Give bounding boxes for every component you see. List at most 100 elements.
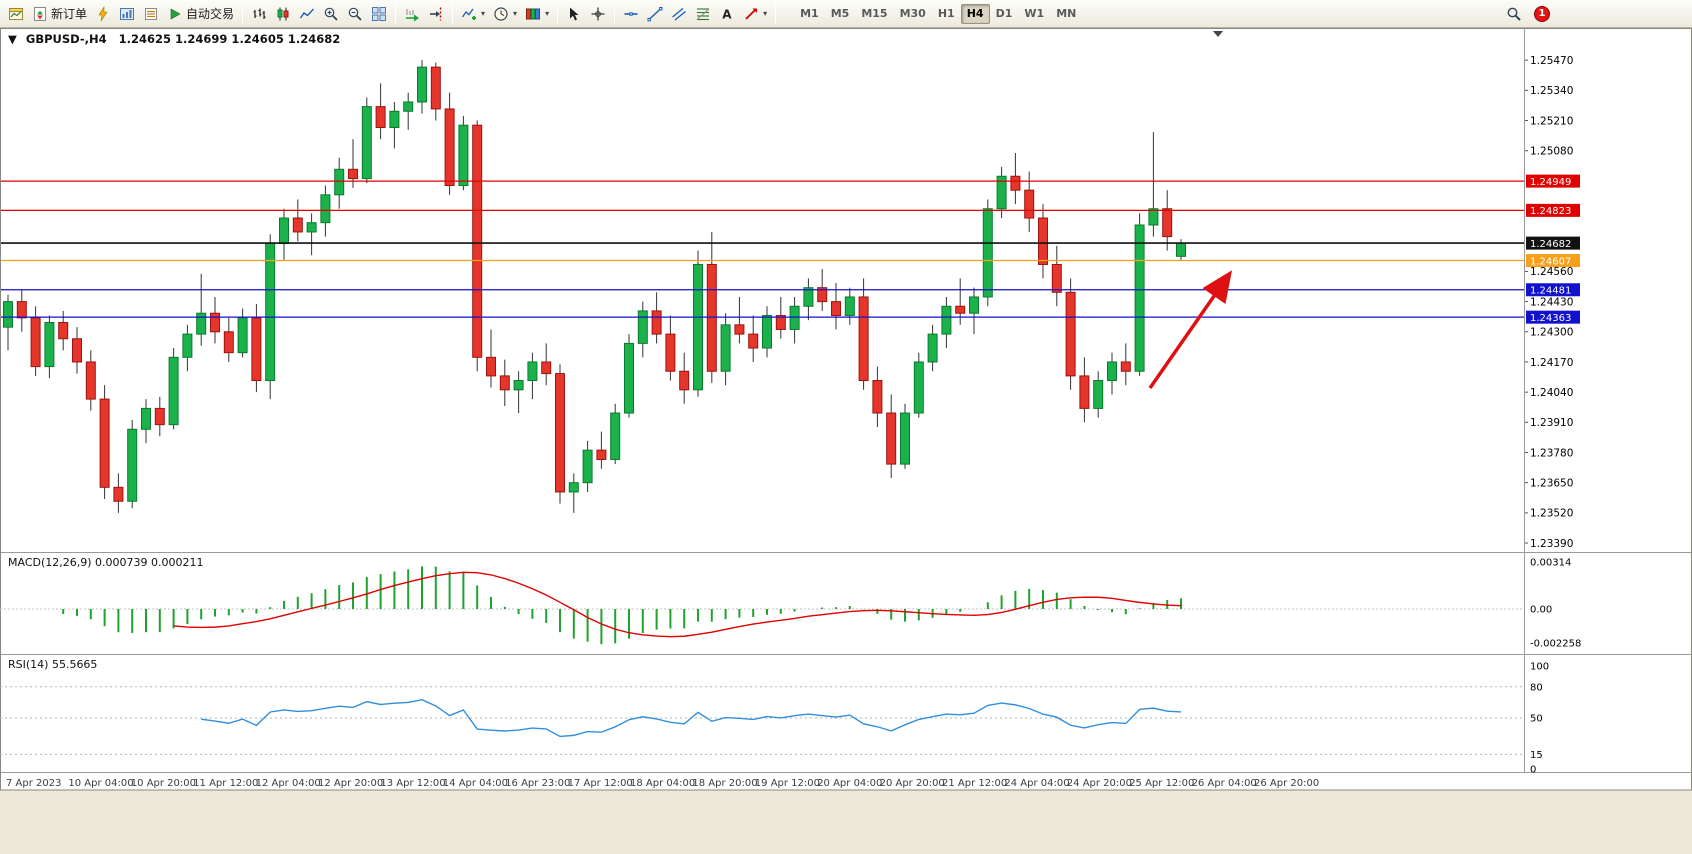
auto-scroll-button[interactable] xyxy=(400,3,424,25)
macd-label: MACD(12,26,9) 0.000739 0.000211 xyxy=(8,556,204,569)
ohlc-values-label: 1.24625 1.24699 1.24605 1.24682 xyxy=(119,32,341,46)
candle xyxy=(141,407,151,430)
candle xyxy=(789,305,800,330)
symbol-period-label: GBPUSD-,H4 xyxy=(26,32,107,46)
price-axis-label: 1.23910 xyxy=(1530,417,1573,429)
strategy-tester-button[interactable] xyxy=(91,3,115,25)
search-icon xyxy=(1506,6,1522,22)
timeframe-w1-button[interactable]: W1 xyxy=(1024,7,1045,20)
dropdown-caret-icon[interactable]: ▾ xyxy=(545,9,550,18)
line-chart-button[interactable] xyxy=(295,3,319,25)
rsi-axis-label: 0 xyxy=(1530,765,1536,776)
arrows-button[interactable]: ▾ xyxy=(739,3,771,25)
market-watch-button[interactable] xyxy=(139,3,163,25)
periods-icon xyxy=(493,6,509,22)
candle xyxy=(513,380,524,391)
cursor-button[interactable] xyxy=(562,3,586,25)
trend-arrow-annotation[interactable] xyxy=(1148,270,1233,390)
time-axis-label: 17 Apr 12:00 xyxy=(568,778,633,789)
candle xyxy=(168,356,179,426)
timeframe-m15-button[interactable]: M15 xyxy=(861,7,888,20)
candle xyxy=(375,106,386,128)
candle xyxy=(748,333,759,349)
search-button[interactable] xyxy=(1502,3,1526,25)
timeframe-m1-button[interactable]: M1 xyxy=(800,7,819,20)
price-axis-label: 1.25210 xyxy=(1530,115,1573,127)
new-order-button[interactable]: 新订单 xyxy=(28,3,91,25)
horizontal-line-icon xyxy=(623,6,639,22)
candle xyxy=(3,301,13,328)
trendline-button[interactable] xyxy=(643,3,667,25)
candle xyxy=(596,449,607,460)
zoom-in-button[interactable] xyxy=(319,3,343,25)
candle xyxy=(210,312,220,333)
candle xyxy=(624,342,634,414)
autotrading-button[interactable]: 自动交易 xyxy=(163,3,238,25)
candle xyxy=(1038,217,1048,265)
price-axis-label: 1.24170 xyxy=(1530,357,1573,369)
candle xyxy=(541,361,552,375)
macd-axis-label: 0.00 xyxy=(1530,605,1552,616)
bar-chart-button[interactable] xyxy=(247,3,271,25)
cursor-icon xyxy=(566,6,582,22)
candle xyxy=(679,370,690,391)
arrows-icon xyxy=(743,6,759,22)
chart-background xyxy=(0,28,1692,790)
candle xyxy=(279,217,289,245)
fibonacci-button[interactable] xyxy=(691,3,715,25)
autotrading-icon xyxy=(167,6,183,22)
new-chart-button[interactable] xyxy=(4,3,28,25)
price-tag-1.24481 xyxy=(1526,283,1580,297)
candle xyxy=(1107,361,1117,382)
text-button[interactable]: A xyxy=(715,3,739,25)
indicators-button[interactable]: ▾ xyxy=(457,3,489,25)
timeframe-mn-button[interactable]: MN xyxy=(1056,7,1077,20)
rsi-line xyxy=(201,698,1182,738)
candle xyxy=(1120,361,1131,372)
timeframe-m5-button[interactable]: M5 xyxy=(830,7,850,20)
candlestick-chart-button[interactable] xyxy=(271,3,295,25)
price-tag-1.24949 xyxy=(1526,174,1580,188)
templates-button[interactable]: ▾ xyxy=(521,3,553,25)
time-axis-label: 14 Apr 04:00 xyxy=(443,778,508,789)
time-axis-label: 18 Apr 04:00 xyxy=(630,778,695,789)
text-icon: A xyxy=(719,6,735,22)
crosshair-button[interactable] xyxy=(586,3,610,25)
candle xyxy=(610,412,621,460)
candle xyxy=(389,110,400,128)
periods-button[interactable]: ▾ xyxy=(489,3,521,25)
chart-shift-marker[interactable] xyxy=(1213,31,1223,37)
tile-windows-button[interactable] xyxy=(367,3,391,25)
zoom-out-button[interactable] xyxy=(343,3,367,25)
equidistant-channel-button[interactable] xyxy=(667,3,691,25)
candle xyxy=(1024,189,1035,219)
horizontal-line-button[interactable] xyxy=(619,3,643,25)
dropdown-caret-icon[interactable]: ▾ xyxy=(481,9,486,18)
chart-shift-button[interactable] xyxy=(424,3,448,25)
timeframe-h1-button[interactable]: H1 xyxy=(937,7,955,20)
time-axis-label: 10 Apr 20:00 xyxy=(131,778,196,789)
toolbar-separator xyxy=(452,3,454,24)
timeframe-h4-button[interactable]: H4 xyxy=(960,3,990,24)
candle xyxy=(900,412,910,465)
price-axis-label: 1.24560 xyxy=(1530,266,1573,278)
candle xyxy=(817,287,828,303)
profiles-button[interactable] xyxy=(115,3,139,25)
candle xyxy=(1148,208,1159,226)
timeframe-d1-button[interactable]: D1 xyxy=(995,7,1013,20)
notifications-badge[interactable]: 1 xyxy=(1534,5,1550,22)
candle xyxy=(472,124,483,358)
candle xyxy=(996,175,1007,210)
collapse-triangle-icon[interactable]: ▼ xyxy=(8,32,17,46)
timeframe-m30-button[interactable]: M30 xyxy=(899,7,926,20)
price-tag-1.24682 xyxy=(1526,236,1580,250)
strategy-tester-icon xyxy=(95,5,111,22)
price-chart-canvas[interactable]: 1.24949 1.24823 1.24682 1.24607 1.24481 1.243… xyxy=(0,28,1692,854)
time-axis-label: 10 Apr 04:00 xyxy=(68,778,133,789)
dropdown-caret-icon[interactable]: ▾ xyxy=(513,9,518,18)
time-axis-label: 7 Apr 2023 xyxy=(6,778,61,789)
price-axis-label: 1.23650 xyxy=(1530,477,1573,489)
candle xyxy=(1051,263,1062,293)
candle xyxy=(499,375,510,391)
dropdown-caret-icon[interactable]: ▾ xyxy=(763,9,768,18)
